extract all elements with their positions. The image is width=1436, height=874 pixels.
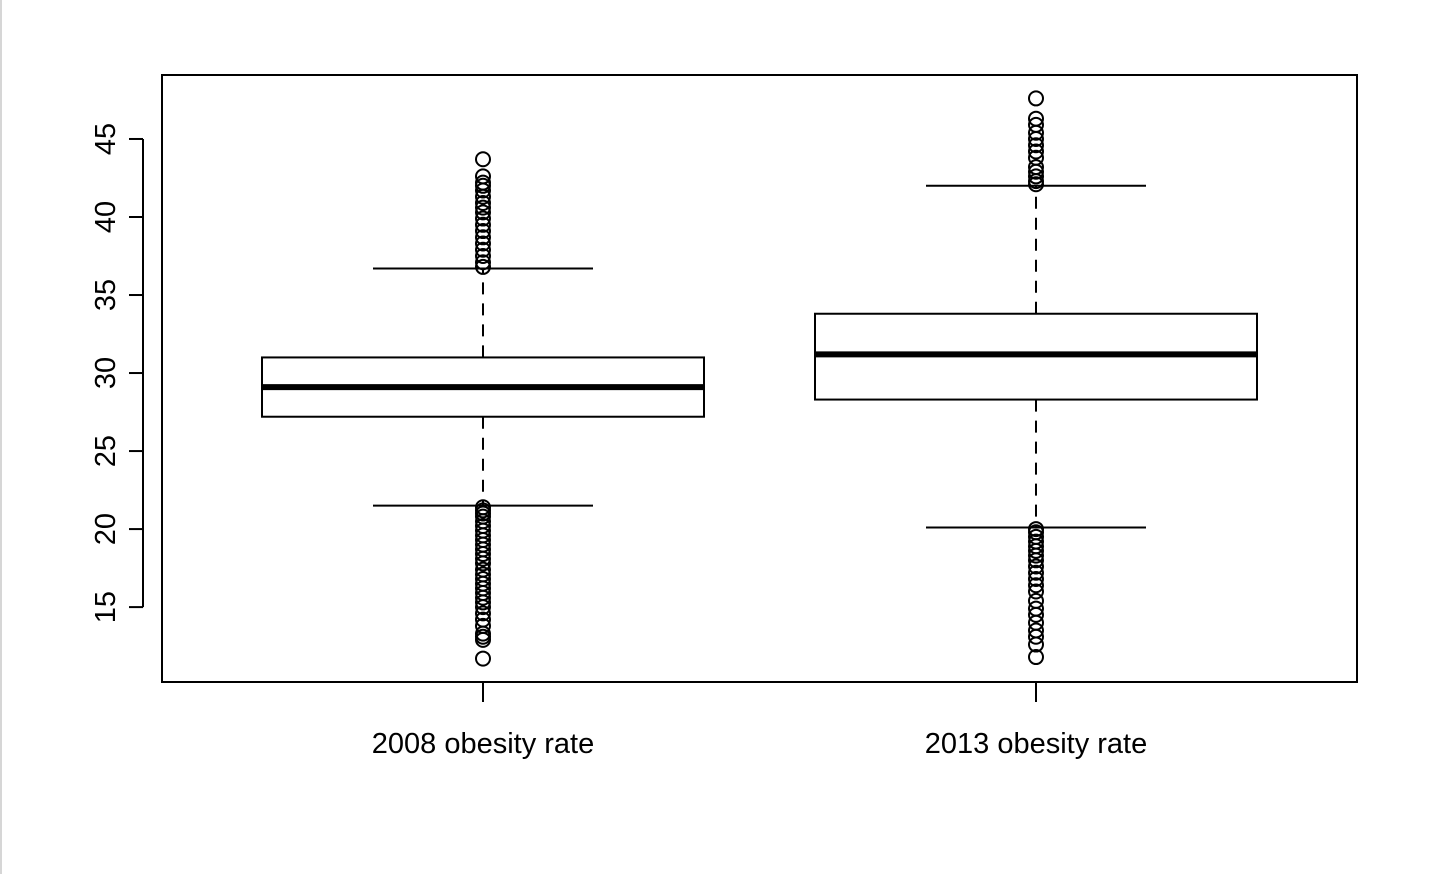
y-tick-label: 30 — [90, 357, 122, 389]
outlier-point — [475, 617, 491, 634]
y-tick-label: 45 — [90, 123, 122, 155]
outlier-point — [1028, 577, 1044, 594]
outlier-point — [475, 254, 491, 271]
outlier-point — [475, 561, 491, 578]
outlier-point — [1028, 168, 1044, 185]
outlier-point — [1028, 137, 1044, 154]
outlier-point — [475, 650, 491, 667]
x-tick-label: 2013 obesity rate — [925, 728, 1147, 760]
x-axis: 2008 obesity rate 2013 obesity rate — [372, 682, 1147, 760]
outlier-point — [1028, 649, 1044, 666]
outlier-point — [475, 605, 491, 622]
outlier-point — [1028, 583, 1044, 600]
outlier-point — [1028, 528, 1044, 545]
y-tick-label: 20 — [90, 513, 122, 545]
outlier-point — [475, 571, 491, 588]
y-tick-label: 35 — [90, 279, 122, 311]
y-axis: 15 20 25 30 35 40 45 — [90, 123, 144, 623]
outlier-point — [475, 216, 491, 233]
outlier-point — [475, 241, 491, 258]
x-tick-label: 2008 obesity rate — [372, 728, 594, 760]
outlier-point — [1028, 564, 1044, 581]
outlier-point — [1028, 143, 1044, 160]
outlier-point — [475, 566, 491, 583]
outlier-point — [1028, 600, 1044, 617]
outlier-point — [475, 611, 491, 628]
outlier-point — [1028, 110, 1044, 127]
box-1 — [261, 151, 705, 667]
outlier-point — [1028, 116, 1044, 133]
outlier-point — [475, 258, 491, 275]
outlier-point — [1028, 622, 1044, 639]
outlier-point — [475, 517, 491, 534]
plot-frame — [161, 74, 1358, 683]
outlier-point — [1028, 592, 1044, 609]
outlier-point — [1028, 533, 1044, 550]
outlier-point — [1028, 159, 1044, 176]
outlier-point — [475, 223, 491, 240]
y-tick-label: 40 — [90, 201, 122, 233]
outlier-point — [1028, 149, 1044, 166]
outlier-point — [475, 248, 491, 265]
box-2 — [814, 90, 1258, 666]
outlier-point — [475, 199, 491, 216]
outlier-point — [1028, 521, 1044, 538]
outlier-point — [475, 210, 491, 227]
outlier-point — [1028, 90, 1044, 107]
y-tick-label: 15 — [90, 591, 122, 623]
y-tick-label: 25 — [90, 435, 122, 467]
outlier-point — [475, 235, 491, 252]
outlier-point — [475, 194, 491, 211]
outlier-point — [475, 174, 491, 191]
outlier-point — [1028, 558, 1044, 575]
outlier-point — [475, 499, 491, 516]
outlier-point — [475, 204, 491, 221]
window-left-border — [0, 0, 2, 874]
outlier-point — [1028, 571, 1044, 588]
boxes-group — [261, 90, 1258, 667]
outlier-point — [475, 151, 491, 168]
outlier-point — [475, 168, 491, 185]
outlier-point — [475, 229, 491, 246]
